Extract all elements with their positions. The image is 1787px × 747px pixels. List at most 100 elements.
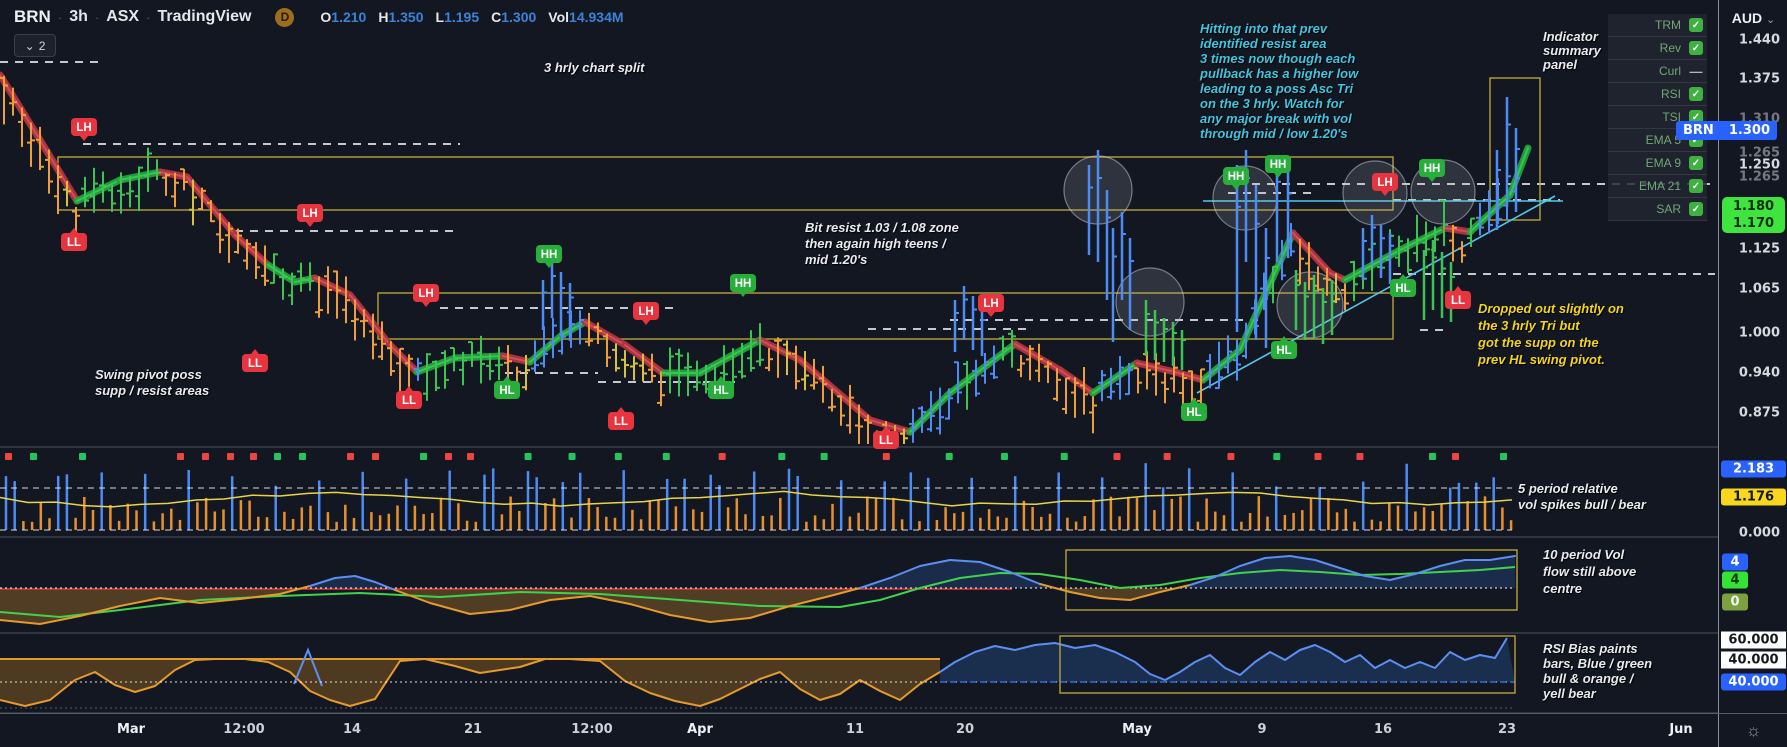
svg-text:LH: LH: [302, 208, 317, 220]
axis-settings-button[interactable]: ☼: [1718, 714, 1787, 747]
time-axis-label: 14: [342, 722, 362, 737]
swing-label-hl[interactable]: HL: [1181, 398, 1207, 421]
indicator-row-sar: SAR ✓: [1608, 198, 1707, 221]
svg-text:HH: HH: [1270, 159, 1287, 171]
svg-text:HH: HH: [1424, 163, 1441, 175]
indicator-row-rev: Rev ✓: [1608, 37, 1707, 60]
svg-text:LL: LL: [402, 395, 416, 407]
price-axis-label: 2.183: [1721, 460, 1786, 478]
annotation-dropped-out[interactable]: Dropped out slightly on the 3 hrly Tri bu…: [1478, 301, 1624, 367]
ema-price-labels: 1.180 1.170: [1722, 197, 1785, 233]
checkbox-ema9[interactable]: ✓: [1689, 156, 1703, 170]
symbol-name[interactable]: BRN: [14, 7, 51, 26]
swing-label-ll[interactable]: LL: [1445, 286, 1471, 309]
price-axis[interactable]: AUD ⌄ 1.180 1.170 1.440 1.375 1.310 1.265 1.…: [1718, 0, 1787, 713]
swing-label-lh[interactable]: LH: [978, 294, 1004, 317]
svg-text:LH: LH: [1377, 177, 1392, 189]
price-axis-label: 0: [1722, 593, 1748, 611]
checkbox-trm[interactable]: ✓: [1689, 18, 1703, 32]
svg-text:LL: LL: [248, 358, 262, 370]
svg-text:HL: HL: [713, 385, 728, 397]
low-value: 1.195: [444, 9, 480, 25]
swing-label-lh[interactable]: LH: [413, 284, 439, 307]
price-axis-label: 4: [1722, 571, 1748, 589]
chevron-down-icon: ⌄: [24, 38, 35, 53]
indicator-row-ema21: EMA 21 ✓: [1608, 175, 1707, 198]
high-value: 1.350: [388, 9, 424, 25]
chart-legend[interactable]: BRN · 3h · ASX · TradingView D O1.210 H1…: [14, 7, 624, 27]
annotation-chart-split[interactable]: 3 hrly chart split: [544, 60, 645, 75]
annotation-resist-zone[interactable]: Bit resist 1.03 / 1.08 zone then again h…: [805, 220, 959, 267]
swing-label-hl[interactable]: HL: [494, 376, 520, 399]
annotation-vol-flow[interactable]: 10 period Vol flow still above centre: [1543, 547, 1637, 596]
price-axis-label: 0.875: [1738, 405, 1780, 421]
exchange-label[interactable]: ASX: [106, 8, 140, 25]
swing-label-hh[interactable]: HH: [1265, 155, 1291, 178]
svg-text:LH: LH: [983, 298, 998, 310]
price-axis-label: 40.000: [1721, 651, 1786, 669]
swing-label-hl[interactable]: HL: [708, 376, 734, 399]
checkbox-tsi[interactable]: ✓: [1689, 110, 1703, 124]
svg-text:LH: LH: [418, 288, 433, 300]
svg-text:LL: LL: [1451, 295, 1465, 307]
time-axis-label: 9: [1257, 722, 1267, 737]
time-axis-label: 20: [955, 722, 975, 737]
interval-label[interactable]: 3h: [69, 8, 88, 25]
checkbox-ema21[interactable]: ✓: [1689, 179, 1703, 193]
annotation-rsi-bias[interactable]: RSI Bias paints bars, Blue / green bull &…: [1543, 641, 1653, 701]
gear-icon: ☼: [1745, 721, 1762, 740]
svg-text:LH: LH: [76, 122, 91, 134]
svg-text:HL: HL: [1276, 345, 1291, 357]
checkbox-rsi[interactable]: ✓: [1689, 87, 1703, 101]
price-axis-label: 1.000: [1738, 325, 1780, 341]
swing-label-hh[interactable]: HH: [536, 245, 562, 268]
price-axis-label: 1.250: [1738, 157, 1780, 173]
time-axis-label: 12:00: [571, 722, 613, 737]
collapse-indicators-button[interactable]: ⌄ 2: [14, 34, 56, 57]
swing-label-hl[interactable]: HL: [1390, 274, 1416, 297]
price-axis-label: 1.125: [1738, 241, 1780, 257]
indicator-row-rsi: RSI ✓: [1608, 83, 1707, 106]
annotation-rel-vol[interactable]: 5 period relative vol spikes bull / bear: [1518, 481, 1646, 512]
price-bars: [0, 75, 1520, 445]
checkbox-rev[interactable]: ✓: [1689, 41, 1703, 55]
swing-label-hh[interactable]: HH: [1223, 167, 1249, 190]
annotation-swing-pivot[interactable]: Swing pivot poss supp / resist areas: [95, 367, 210, 398]
checkbox-sar[interactable]: ✓: [1689, 202, 1703, 216]
swing-label-hh[interactable]: HH: [1419, 159, 1445, 182]
swing-label-ll[interactable]: LL: [873, 426, 899, 449]
data-mode-badge[interactable]: D: [275, 7, 295, 27]
volume-value: 14.934M: [569, 9, 624, 25]
close-value: 1.300: [501, 9, 537, 25]
swing-label-ll[interactable]: LL: [242, 349, 268, 372]
swing-label-ll[interactable]: LL: [396, 386, 422, 409]
swing-label-ll[interactable]: LL: [608, 407, 634, 430]
swing-label-lh[interactable]: LH: [633, 302, 659, 325]
separator-dot: ·: [146, 9, 151, 25]
svg-text:LL: LL: [879, 435, 893, 447]
price-axis-label: 1.065: [1738, 281, 1780, 297]
currency-selector[interactable]: AUD ⌄: [1731, 10, 1776, 26]
svg-text:HH: HH: [735, 278, 752, 290]
checkbox-curl[interactable]: —: [1689, 63, 1703, 79]
symbol-price-label: BRN 1.300: [1676, 121, 1777, 140]
swing-label-lh[interactable]: LH: [297, 204, 323, 227]
swing-label-hh[interactable]: HH: [730, 274, 756, 297]
annotation-indicator-summary[interactable]: Indicator summary panel: [1543, 29, 1601, 72]
swing-label-hl[interactable]: HL: [1271, 336, 1297, 359]
price-axis-label: 1.375: [1738, 71, 1780, 87]
swing-label-lh[interactable]: LH: [1372, 173, 1398, 196]
swing-label-ll[interactable]: LL: [61, 228, 87, 251]
annotation-asc-triangle[interactable]: Hitting into that prev identified resist …: [1200, 21, 1359, 141]
price-axis-label: 40.000: [1721, 673, 1786, 691]
indicator-summary-panel: TRM ✓ Rev ✓ Curl — RSI ✓ TSI ✓ EMA 5 ✓ E…: [1608, 14, 1707, 221]
price-axis-label: 1.265: [1738, 145, 1780, 161]
time-axis-label: 12:00: [223, 722, 265, 737]
swing-label-lh[interactable]: LH: [71, 118, 97, 141]
time-axis[interactable]: ☼ Mar 12:00 14 21 12:00 Apr 11 20 May 9 16 23 Jun: [0, 713, 1787, 747]
svg-text:HL: HL: [499, 385, 514, 397]
svg-text:LL: LL: [67, 237, 81, 249]
svg-text:HL: HL: [1186, 407, 1201, 419]
svg-text:HH: HH: [1228, 171, 1245, 183]
